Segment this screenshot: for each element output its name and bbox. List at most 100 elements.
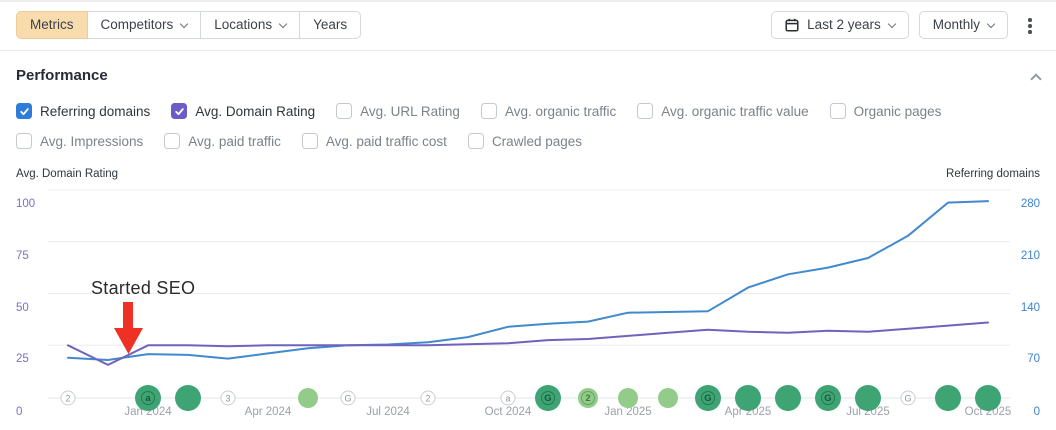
event-marker-jul-2025[interactable] [855,385,881,411]
metric-checkbox-avg-organic-traffic[interactable]: Avg. organic traffic [480,103,617,119]
event-marker-jun-2025[interactable]: G [815,385,841,411]
checkbox-checked-icon[interactable] [171,103,188,119]
calendar-icon [785,18,799,32]
granularity-button[interactable]: Monthly [918,11,1008,39]
date-range-button[interactable]: Last 2 years [771,11,909,39]
event-marker-nov-2023[interactable]: 2 [60,390,76,406]
event-marker-badge: a [141,391,155,405]
metric-checkbox-label: Crawled pages [491,133,582,149]
metric-checkbox-avg-organic-traffic-value[interactable]: Avg. organic traffic value [637,103,809,119]
metric-checkbox-crawled-pages[interactable]: Crawled pages [467,133,582,149]
checkbox-checked-icon[interactable] [16,103,32,119]
metric-checkbox-label: Organic pages [853,103,942,119]
event-marker-aug-2024[interactable]: 2 [420,390,436,406]
chart-plot[interactable] [0,162,1056,430]
right-axis-tick-label: 70 [1027,353,1040,366]
granularity-label: Monthly [932,17,980,32]
toolbar-button-metrics[interactable]: Metrics [16,11,88,39]
left-axis-tick-label: 25 [16,353,29,366]
performance-chart[interactable]: Avg. Domain Rating Referring domains 100… [0,162,1056,430]
toolbar-button-label: Metrics [30,17,74,32]
toolbar-divider [0,50,1056,51]
event-marker-may-2025[interactable] [775,385,801,411]
chevron-up-icon[interactable] [1030,72,1042,85]
toolbar-right: Last 2 years Monthly [771,11,1042,39]
right-axis-tick-label: 210 [1020,249,1040,262]
x-axis-tick-label: Oct 2024 [484,406,532,418]
metric-checkbox-label: Avg. organic traffic value [661,103,809,119]
x-axis-tick-label: Jan 2024 [124,406,172,418]
event-marker-dec-2024[interactable]: 2 [578,388,598,408]
event-marker-sep-2025[interactable] [935,385,961,411]
annotation-arrow [114,302,143,354]
metric-checkbox-referring-domains[interactable]: Referring domains [16,103,150,119]
event-marker-badge: G [541,391,555,405]
x-axis-tick-label: Apr 2025 [724,406,772,418]
event-marker-nov-2024[interactable]: G [535,385,561,411]
metric-checkbox-avg-url-rating[interactable]: Avg. URL Rating [336,103,460,119]
event-marker-jun-2024[interactable]: G [340,390,356,406]
checkbox-unchecked[interactable] [467,133,484,149]
right-axis-title: Referring domains [946,168,1040,180]
event-marker-oct-2024[interactable]: a [500,390,516,406]
metric-checkbox-label: Avg. paid traffic [188,133,281,149]
date-range-label: Last 2 years [807,17,881,32]
left-axis-tick-label: 50 [16,301,29,314]
chevron-down-icon [278,19,288,28]
metric-checkbox-organic-pages[interactable]: Organic pages [829,103,942,119]
section-title: Performance [16,67,108,84]
checkbox-unchecked[interactable] [637,103,654,119]
toolbar-button-locations[interactable]: Locations [200,11,301,39]
metric-checkbox-label: Avg. organic traffic [504,103,617,119]
checkbox-unchecked[interactable] [336,103,353,119]
event-marker-jan-2024[interactable]: a [135,385,161,411]
metric-checkbox-avg-impressions[interactable]: Avg. Impressions [16,133,143,149]
event-marker-badge: 2 [581,391,595,405]
metric-checkbox-avg-paid-traffic[interactable]: Avg. paid traffic [164,133,281,149]
series-line-referring-domains [67,200,989,361]
x-axis-tick-label: Jul 2025 [846,406,890,418]
x-axis-tick-label: Jan 2025 [604,406,652,418]
performance-header: Performance [16,67,1042,85]
metric-checkbox-label: Referring domains [40,103,151,119]
left-axis-tick-label: 100 [16,198,36,210]
right-axis-zero-label: 0 [1033,406,1040,418]
left-axis-zero-label: 0 [16,406,23,418]
view-switcher: Metrics Competitors Locations Years [16,11,362,39]
metric-checkbox-label: Avg. Domain Rating [195,103,316,119]
x-axis-tick-label: Oct 2025 [964,406,1012,418]
left-axis-title: Avg. Domain Rating [16,168,119,180]
checkbox-unchecked[interactable] [829,103,846,119]
event-marker-aug-2025[interactable]: G [900,390,916,406]
event-marker-feb-2025[interactable] [658,388,678,408]
event-marker-apr-2025[interactable] [735,385,761,411]
event-marker-may-2024[interactable] [298,388,318,408]
metric-toggles-row-2: Avg. Impressions Avg. paid traffic Avg. pa… [16,133,582,149]
checkbox-unchecked[interactable] [16,133,32,149]
event-marker-jan-2025[interactable] [618,388,638,408]
metric-toggles-row-1: Referring domains Avg. Domain Rating Avg. … [16,103,941,119]
metric-checkbox-label: Avg. paid traffic cost [325,133,447,149]
series-line-avg-domain-rating [67,321,989,366]
event-marker-feb-2024[interactable] [175,385,201,411]
metric-checkbox-avg-paid-traffic-cost[interactable]: Avg. paid traffic cost [301,133,447,149]
metric-checkbox-avg-domain-rating[interactable]: Avg. Domain Rating [171,103,315,119]
checkbox-unchecked[interactable] [164,133,181,149]
event-marker-mar-2025[interactable]: G [695,385,721,411]
chevron-down-icon [986,19,996,28]
event-marker-badge: G [821,391,835,405]
chevron-down-icon [887,19,896,28]
kebab-menu-icon[interactable] [1018,12,1042,38]
checkbox-unchecked[interactable] [480,103,497,119]
toolbar-button-label: Competitors [100,17,174,32]
event-marker-oct-2025[interactable] [975,385,1001,411]
toolbar-button-years[interactable]: Years [299,11,362,39]
right-axis-tick-label: 140 [1020,301,1040,314]
event-marker-mar-2024[interactable]: 3 [220,390,236,406]
toolbar-button-competitors[interactable]: Competitors [86,11,202,39]
metric-checkbox-label: Avg. URL Rating [360,103,460,119]
toolbar-button-label: Years [313,17,348,32]
x-axis-tick-label: Apr 2024 [244,406,292,418]
annotation-text: Started SEO [91,278,196,298]
checkbox-unchecked[interactable] [301,133,318,149]
